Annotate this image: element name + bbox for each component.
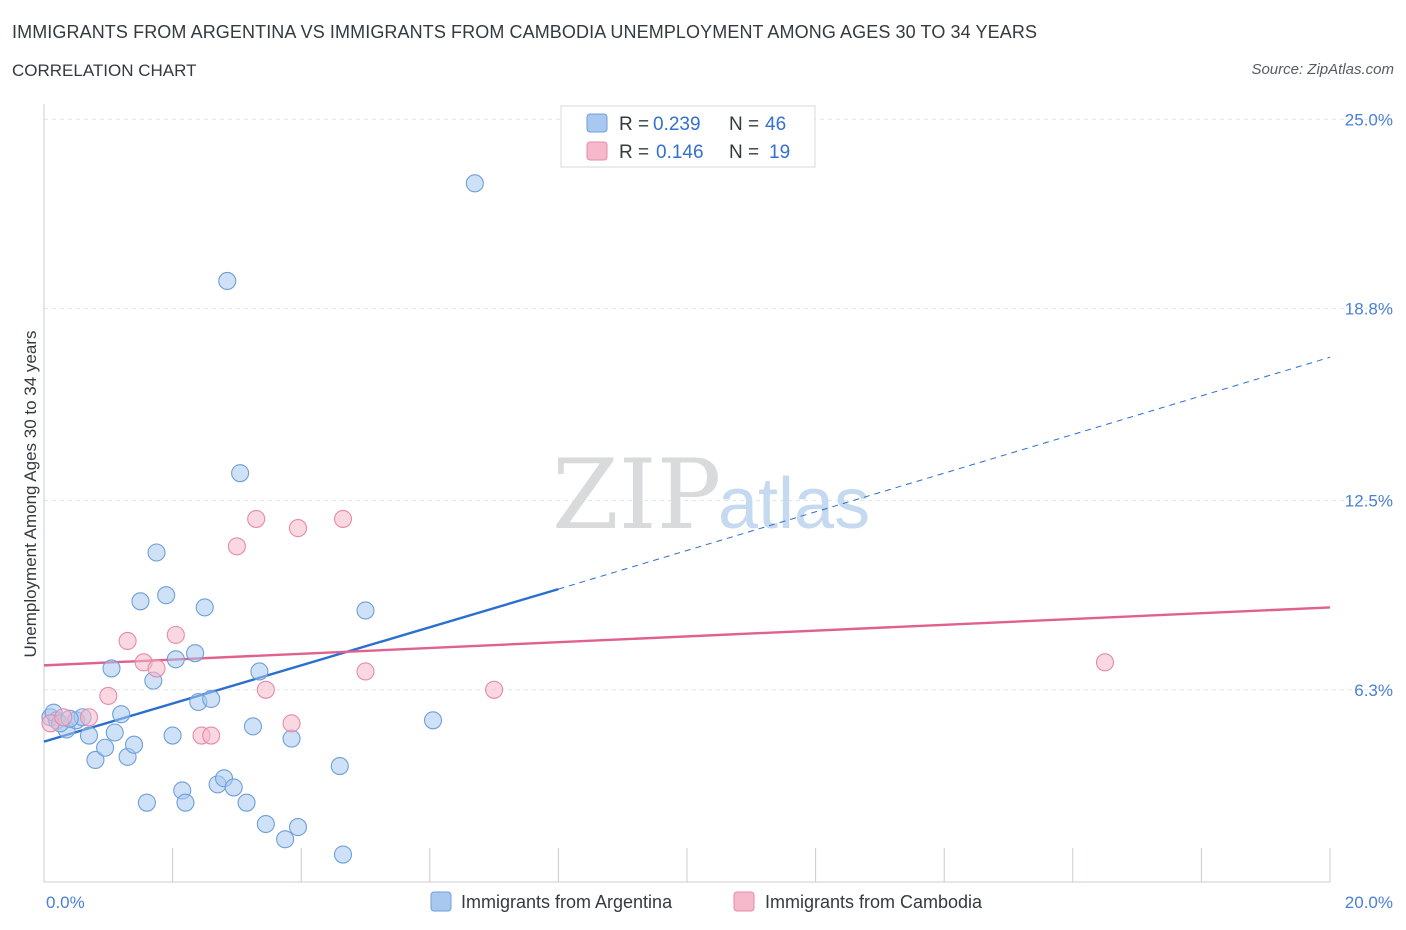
point-series1-18 [1095,653,1114,672]
source-label: Source: ZipAtlas.com [1251,61,1394,78]
point-series1-17 [485,680,504,699]
point-series0-12 [124,735,144,754]
y-tick-label-3: 25.0% [1345,110,1393,129]
axes [43,104,1331,883]
bottom-legend-swatch-argentina [430,891,452,912]
watermark-zip: ZIP [552,439,721,551]
point-series0-16 [147,543,166,562]
watermark-atlas: atlas [718,464,870,544]
point-series0-35 [276,830,295,849]
point-series1-3 [99,686,118,705]
point-series1-10 [227,537,246,556]
chart-title: IMMIGRANTS FROM ARGENTINA VS IMMIGRANTS … [12,22,1038,42]
point-series0-9 [105,723,124,742]
legend-n-value-argentina: 46 [765,114,786,135]
legend-r-value-cambodia: 0.146 [656,142,704,163]
point-series0-8 [102,659,121,678]
y-tick-label-0: 6.3% [1354,681,1393,700]
x-tick-label-1: 20.0% [1345,893,1393,912]
point-series0-34 [256,814,275,834]
point-series0-10 [112,705,131,724]
point-series1-4 [118,631,137,651]
point-series0-7 [96,738,115,757]
legend-n-value-cambodia: 19 [769,142,790,163]
point-series1-1 [54,708,73,727]
point-series0-36 [282,729,301,748]
bottom-legend-label-argentina: Immigrants from Argentina [461,892,673,912]
point-series1-2 [79,708,99,727]
trend-line-extension-0 [558,356,1331,590]
point-series0-5 [79,726,99,745]
bottom-legend-swatch-cambodia [733,891,755,912]
point-series0-28 [218,271,237,291]
point-series1-9 [202,726,221,745]
point-series1-11 [247,509,266,528]
point-series0-31 [237,793,256,812]
chart-subtitle: CORRELATION CHART [12,61,197,80]
bottom-legend-label-cambodia: Immigrants from Cambodia [765,892,983,912]
legend-r-label-argentina: R = [619,114,649,135]
legend-r-label-cambodia: R = [619,142,649,163]
point-series0-33 [250,662,269,681]
point-series0-24 [195,598,214,617]
point-series1-13 [282,714,301,733]
point-series1-6 [147,659,166,678]
point-series1-15 [333,509,353,528]
legend-n-label-argentina: N = [729,114,759,135]
point-series0-22 [186,644,205,663]
trend-line-1 [43,606,1331,667]
point-series0-41 [423,711,443,730]
y-axis-label: Unemployment Among Ages 30 to 34 years [21,331,40,658]
legend-r-value-argentina: 0.239 [653,114,701,135]
point-series0-6 [86,750,105,770]
point-series1-7 [166,625,185,644]
point-series1-16 [356,662,375,681]
point-series0-18 [163,726,182,745]
point-series0-29 [224,778,243,797]
correlation-legend: R = 0.239 N = 46 R = 0.146 N = 19 [560,105,816,168]
point-series0-37 [288,818,308,837]
series-legend: Immigrants from Argentina Immigrants fro… [430,891,983,912]
legend-swatch-argentina [586,113,608,133]
data-points [41,174,1114,864]
y-tick-label-1: 12.5% [1345,492,1393,511]
tick-labels: 6.3% 12.5% 18.8% 25.0% 0.0% 20.0% [46,110,1393,912]
point-series0-32 [243,717,263,736]
point-series1-12 [256,680,275,699]
point-series0-40 [356,601,375,620]
point-series0-39 [333,845,353,864]
point-series0-14 [137,793,156,812]
y-tick-label-2: 18.8% [1345,299,1393,318]
point-series0-42 [465,174,484,193]
point-series0-38 [330,757,349,776]
grid-lines [44,118,1392,691]
legend-swatch-cambodia [586,141,608,161]
point-series0-25 [202,689,221,708]
point-series0-17 [157,586,176,605]
point-series0-13 [131,592,150,611]
legend-n-label-cambodia: N = [729,142,759,163]
point-series0-30 [231,464,250,483]
point-series1-14 [288,519,308,538]
x-tick-label-0: 0.0% [46,893,85,912]
point-series0-21 [176,793,195,812]
point-series0-19 [166,650,185,669]
